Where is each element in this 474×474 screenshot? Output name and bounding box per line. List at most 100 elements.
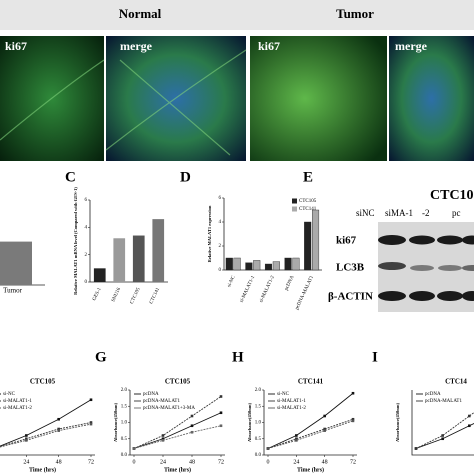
x-tick-label: 0 [133,459,136,465]
axis [129,390,225,456]
x-tick-label: CTC141 [149,287,161,305]
legend-label: CTC105 [299,199,317,204]
point [323,414,326,418]
bar [312,209,320,271]
x-tick-label: Tumor [3,287,22,295]
bar [284,257,292,271]
blot-title: CTC10 [430,188,474,203]
panel-letter: I [372,349,378,365]
line [415,412,474,449]
bar [264,263,273,271]
x-tick-label: 0 [267,459,270,465]
header-bar [0,0,474,30]
point [295,437,298,441]
x-tick-label: si-MALAT1-1 [240,275,257,304]
y-tick-label: 0.0 [121,453,128,458]
legend-swatch [292,206,297,212]
point [190,430,194,434]
bar [304,221,312,271]
row-label: β-ACTIN [328,291,373,303]
y-axis-label: Relative MALAT1 mRNA level (Compared wit… [73,187,78,295]
group-label: Normal [119,6,162,21]
y-axis-label: Absorbance(450nm) [395,402,400,442]
x-axis-label: Time (hrs) [29,466,56,473]
point [57,427,60,431]
point [219,424,223,428]
point [161,434,165,437]
y-tick-label: 0.0 [255,453,262,458]
y-tick-label: 2 [85,253,88,258]
bar [113,238,126,282]
line [415,422,474,449]
blot-bands [378,235,474,301]
x-tick-label: pcDNA [284,275,295,292]
x-tick-label: 72 [88,459,94,465]
y-tick-label: 1.0 [121,421,128,426]
x-tick-label: 72 [218,459,224,465]
point [57,417,60,421]
point [25,437,28,441]
point [89,422,93,426]
point [441,437,444,441]
panel-letter: H [232,349,244,365]
group-label: Tumor [336,6,374,21]
lane-label: siMA-1 [385,208,413,218]
x-tick-label: CTC105 [130,287,142,305]
bar [132,235,145,282]
y-tick-label: 2 [219,244,222,249]
legend-label: pcDNA [143,392,159,397]
point [323,429,326,432]
x-tick-label: 48 [322,459,328,465]
x-tick-label: 72 [350,459,356,465]
line [0,423,92,448]
y-tick-label: 6 [219,196,222,201]
micrograph [389,36,474,161]
point [468,414,471,418]
line [0,399,92,447]
line [267,392,354,449]
row-label: ki67 [336,235,357,247]
x-tick-label: 24 [23,459,29,465]
tissue-texture [0,49,247,156]
y-tick-label: 2.0 [121,388,128,393]
point [441,434,444,437]
chart-title: CTC105 [165,378,191,386]
bar [253,260,261,271]
point [132,447,136,450]
bar [245,262,253,271]
y-tick-label: 6 [85,198,88,203]
point [266,447,270,450]
point [414,447,418,450]
point [161,439,165,442]
point [89,398,93,402]
x-tick-label: 48 [189,459,195,465]
image-label: merge [395,39,428,53]
legend-label: si-MALAT1-2 [3,406,32,411]
legend-label: si-NC [3,392,16,397]
panel-letter: D [180,169,191,185]
x-tick-label: 48 [56,459,62,465]
y-tick-label: 1.5 [255,404,262,409]
point [161,437,165,441]
chart-title: CTC105 [30,378,56,386]
image-label: ki67 [5,39,27,53]
bar [292,257,300,271]
point [351,391,355,395]
y-tick-label: 0.5 [255,437,262,442]
y-tick-label: 0.5 [121,437,128,442]
point [323,427,326,431]
chart-title: CTC14 [445,378,467,386]
panel-letter: E [303,169,313,185]
x-tick-label: GES-1 [92,287,102,302]
legend-swatch [292,198,297,204]
bar [0,241,32,285]
point [25,434,28,437]
lane-label: pc [452,208,461,218]
y-axis-label: Absorbance(450nm) [113,402,118,442]
y-tick-label: 4 [219,220,222,225]
x-tick-label: SNU16 [111,287,122,303]
point [190,424,194,428]
bar [93,268,106,282]
line [267,418,354,449]
legend-label: pcDNA-MALAT1 [143,399,180,404]
